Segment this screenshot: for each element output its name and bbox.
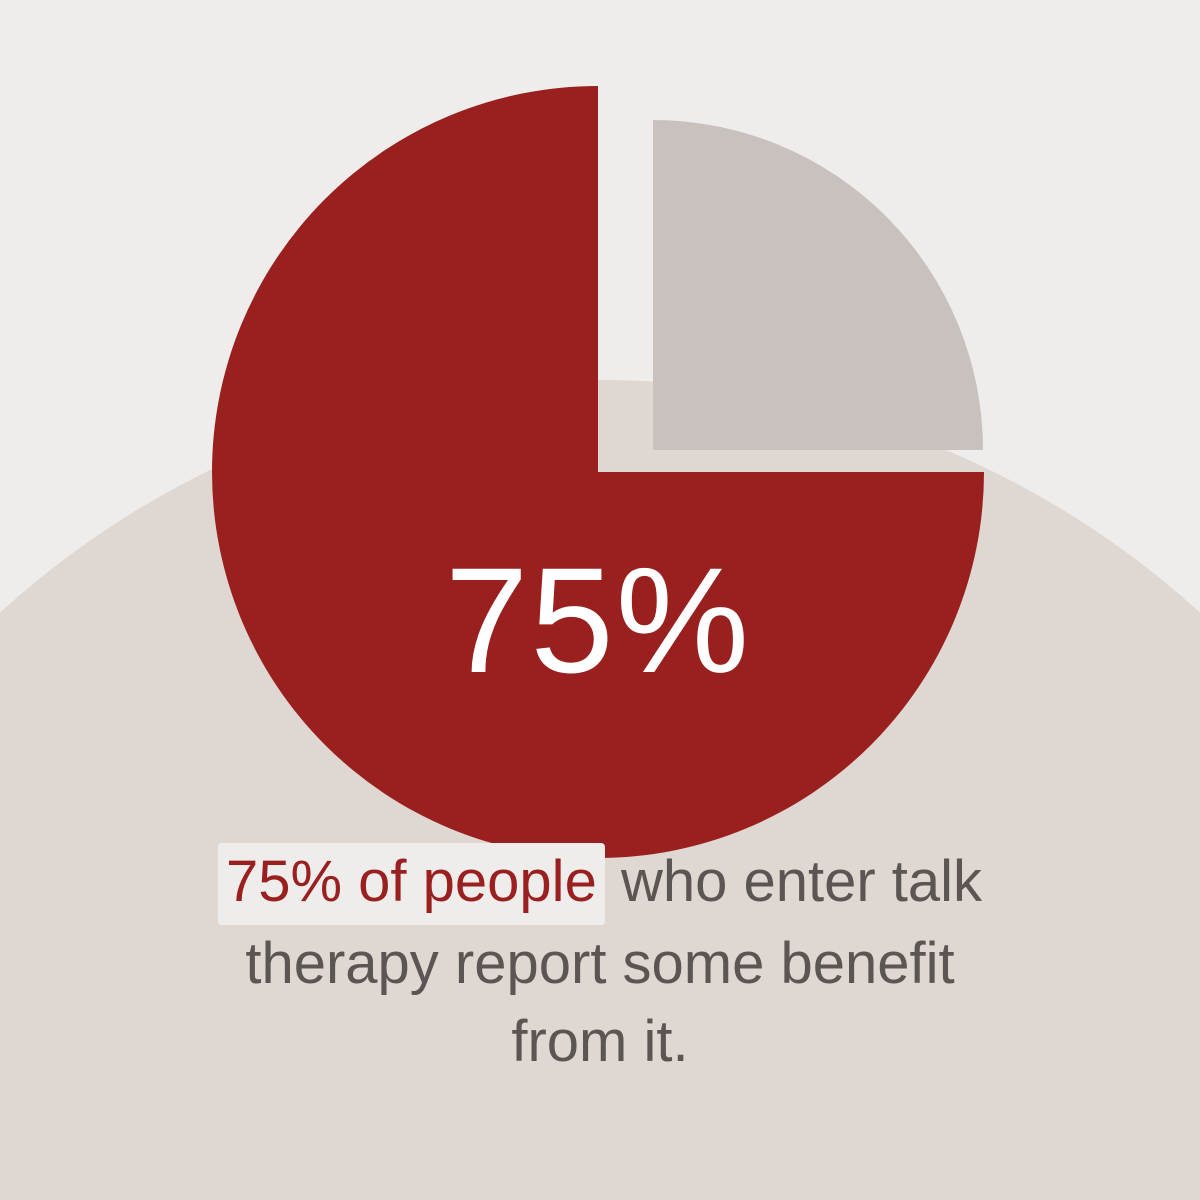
pie-slice-remainder (653, 120, 983, 450)
pie-svg (202, 76, 994, 868)
caption-text: 75% of people who enter talk therapy rep… (190, 843, 1010, 1082)
caption-highlight: 75% of people (218, 843, 605, 925)
pie-percent-label: 75% (298, 545, 898, 695)
pie-chart (202, 76, 994, 868)
infographic-canvas: 75% 75% of people who enter talk therapy… (0, 0, 1200, 1200)
